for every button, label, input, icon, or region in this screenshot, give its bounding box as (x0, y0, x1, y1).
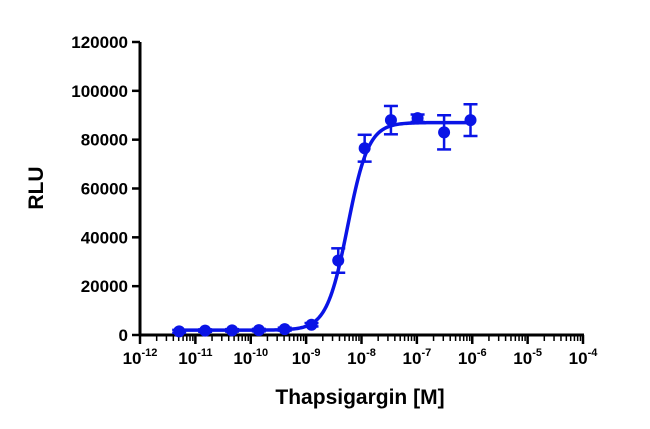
data-point (226, 324, 239, 337)
y-tick-label: 120000 (71, 33, 128, 52)
y-axis-title: RLU (25, 166, 48, 209)
y-tick-label: 40000 (81, 228, 128, 247)
y-tick-label: 60000 (81, 180, 128, 199)
data-point (438, 126, 451, 139)
data-point (252, 324, 265, 337)
data-point (332, 254, 345, 267)
plot-area (172, 103, 478, 338)
data-point (199, 324, 212, 337)
x-tick-label: 10-6 (458, 347, 487, 368)
y-tick-label: 20000 (81, 277, 128, 296)
data-point (278, 323, 291, 336)
data-point (411, 112, 424, 125)
data-point (358, 142, 371, 155)
x-axis-title: Thapsigargin [M] (275, 386, 444, 409)
data-point (173, 325, 186, 338)
x-tick-label: 10-4 (569, 347, 599, 368)
data-point (464, 114, 477, 127)
y-tick-label: 0 (119, 326, 128, 345)
x-tick-label: 10-7 (403, 347, 432, 368)
x-tick-label: 10-12 (123, 347, 158, 368)
y-tick-label: 100000 (71, 82, 128, 101)
x-tick-label: 10-10 (233, 347, 268, 368)
x-tick-label: 10-5 (513, 347, 542, 368)
axes: 0 20000 40000 60000 80000 100000 120000 10-12 10… (71, 33, 598, 368)
data-point (384, 114, 397, 127)
x-tick-label: 10-11 (178, 347, 212, 368)
x-tick-label: 10-9 (292, 347, 321, 368)
y-tick-label: 80000 (81, 131, 128, 150)
data-point (305, 318, 318, 331)
x-tick-label: 10-8 (347, 347, 376, 368)
fit-curve (179, 120, 471, 332)
